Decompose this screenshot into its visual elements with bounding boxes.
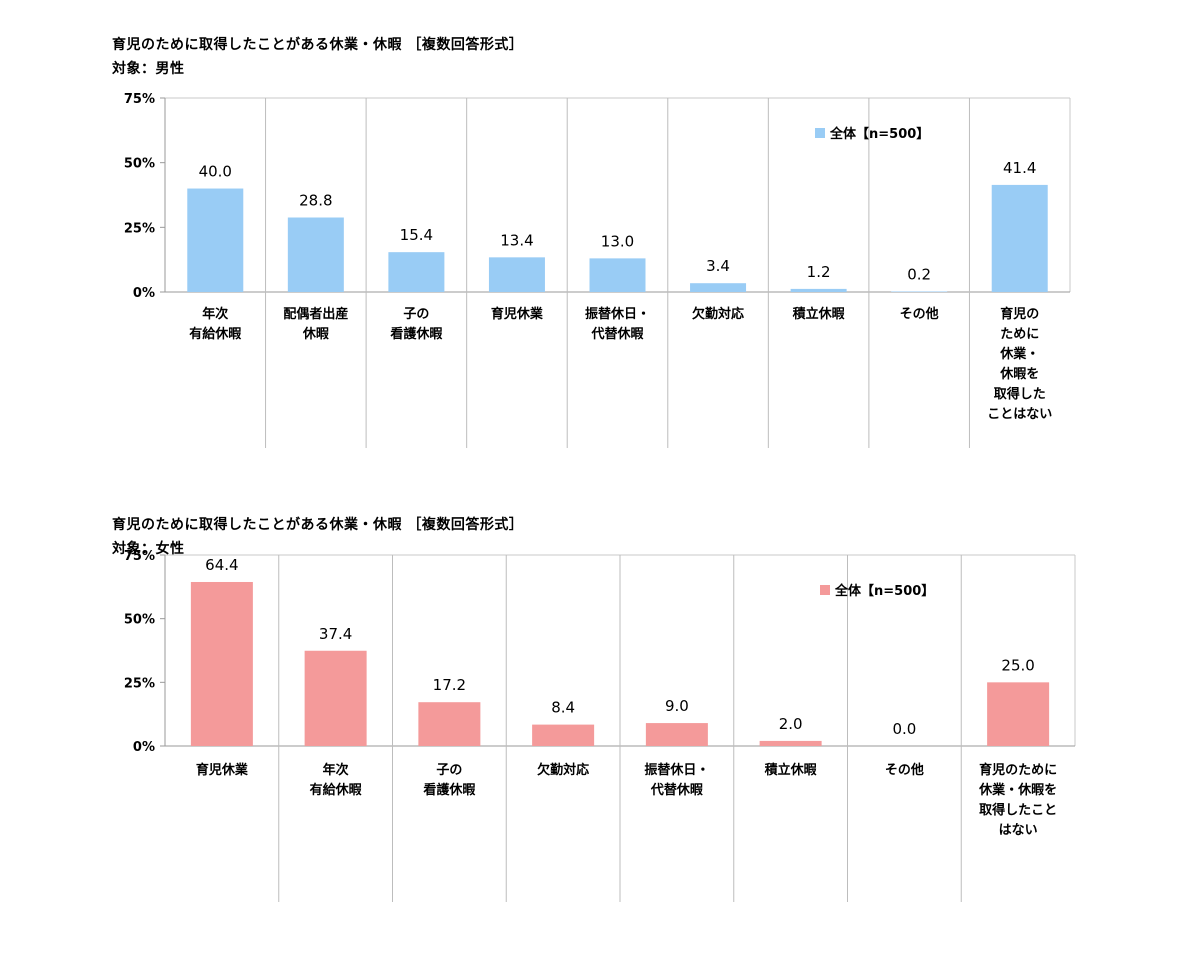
category-label: 育児の — [1000, 306, 1039, 322]
bar — [645, 723, 708, 746]
bar — [891, 291, 948, 292]
bar — [991, 184, 1048, 292]
y-tick-label: 0% — [133, 286, 155, 301]
bar — [690, 283, 747, 292]
category-label: 代替休暇 — [650, 782, 703, 798]
female-chart-block: 育児のために取得したことがある休業・休暇 ［複数回答形式］ 対象：女性 75% 5… — [0, 480, 1200, 950]
category-label: その他 — [900, 306, 939, 322]
bar — [187, 188, 244, 292]
legend-swatch — [815, 128, 825, 138]
category-label: 育児休業 — [491, 306, 544, 322]
data-label: 8.4 — [551, 699, 575, 717]
chart-subtitle: 対象：男性 — [112, 61, 185, 77]
category-label: 配偶者出産 — [283, 306, 348, 322]
legend-label: 全体【n=500】 — [834, 583, 934, 599]
bar — [790, 288, 847, 292]
category-label: はない — [999, 823, 1038, 838]
category-label: その他 — [885, 762, 924, 778]
bar — [304, 650, 367, 746]
category-label: 休業・ — [999, 346, 1039, 362]
data-label: 13.4 — [500, 231, 533, 249]
bar — [532, 724, 595, 746]
bar — [589, 258, 646, 292]
y-tick-label: 0% — [133, 740, 155, 755]
category-label: 年次 — [202, 306, 228, 322]
data-label: 15.4 — [400, 226, 433, 244]
category-label: 積立休暇 — [792, 306, 845, 322]
male-chart-block: 育児のために取得したことがある休業・休暇 ［複数回答形式］ 対象：男性 75% 5… — [0, 0, 1200, 470]
category-label: 有給休暇 — [189, 326, 241, 342]
data-label: 25.0 — [1001, 656, 1034, 674]
category-label: 休暇 — [302, 326, 329, 342]
category-label: 取得したこと — [979, 802, 1057, 818]
category-label: ことはない — [987, 407, 1052, 422]
data-label: 2.0 — [779, 715, 803, 733]
category-label: 育児のために — [979, 762, 1057, 778]
bar — [759, 740, 822, 746]
category-label: 休業・休暇を — [978, 782, 1057, 798]
bar — [388, 252, 445, 292]
bar — [987, 682, 1050, 746]
y-tick-label: 25% — [124, 676, 155, 691]
data-label: 1.2 — [807, 263, 831, 281]
bar — [488, 257, 545, 292]
bar — [190, 581, 253, 746]
category-label: 振替休日・ — [644, 762, 709, 778]
category-label: ために — [1000, 327, 1039, 342]
category-label: 看護休暇 — [390, 326, 442, 342]
data-label: 3.4 — [706, 257, 730, 275]
y-tick-label: 25% — [124, 221, 155, 236]
data-label: 41.4 — [1003, 159, 1036, 177]
category-label: 子の — [436, 763, 462, 778]
category-label: 欠勤対応 — [692, 306, 744, 322]
category-label: 休暇を — [999, 366, 1039, 382]
category-label: 積立休暇 — [764, 762, 817, 778]
category-label: 欠勤対応 — [537, 762, 589, 778]
data-label: 37.4 — [319, 625, 352, 643]
chart-title: 育児のために取得したことがある休業・休暇 ［複数回答形式］ — [112, 37, 524, 53]
bar — [418, 702, 481, 746]
category-label: 振替休日・ — [585, 306, 650, 322]
legend-swatch — [820, 585, 830, 595]
category-label: 子の — [403, 307, 429, 322]
category-label: 取得した — [994, 386, 1046, 402]
data-label: 13.0 — [601, 232, 634, 250]
data-label: 64.4 — [205, 556, 238, 574]
y-tick-label: 50% — [124, 157, 155, 172]
y-tick-label: 75% — [124, 92, 155, 107]
data-label: 0.2 — [907, 265, 931, 283]
data-label: 40.0 — [199, 163, 232, 181]
category-label: 代替休暇 — [590, 326, 643, 342]
y-tick-label: 50% — [124, 613, 155, 628]
category-label: 育児休業 — [196, 762, 249, 778]
category-label: 年次 — [323, 762, 349, 778]
legend-label: 全体【n=500】 — [829, 126, 929, 142]
bar — [287, 217, 344, 292]
category-label: 看護休暇 — [423, 782, 475, 798]
data-label: 0.0 — [892, 720, 916, 738]
data-label: 9.0 — [665, 697, 689, 715]
category-label: 有給休暇 — [310, 782, 362, 798]
y-tick-label: 75% — [124, 549, 155, 564]
data-label: 17.2 — [433, 676, 466, 694]
data-label: 28.8 — [299, 192, 332, 210]
chart-subtitle: 対象：女性 — [112, 541, 185, 557]
chart-title: 育児のために取得したことがある休業・休暇 ［複数回答形式］ — [112, 517, 524, 533]
